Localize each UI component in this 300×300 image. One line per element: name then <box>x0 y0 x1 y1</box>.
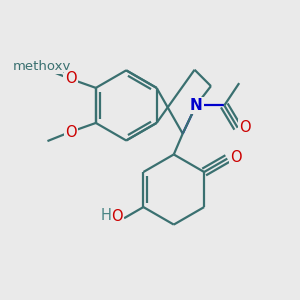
Text: O: O <box>230 150 242 165</box>
Text: O: O <box>64 70 76 85</box>
Text: O: O <box>65 71 77 86</box>
Text: N: N <box>190 98 202 113</box>
Text: methoxy: methoxy <box>40 65 46 67</box>
Text: O: O <box>239 120 251 135</box>
Text: H: H <box>100 208 111 223</box>
Text: methoxy: methoxy <box>12 60 71 73</box>
Text: O: O <box>111 209 122 224</box>
Text: O: O <box>65 125 77 140</box>
